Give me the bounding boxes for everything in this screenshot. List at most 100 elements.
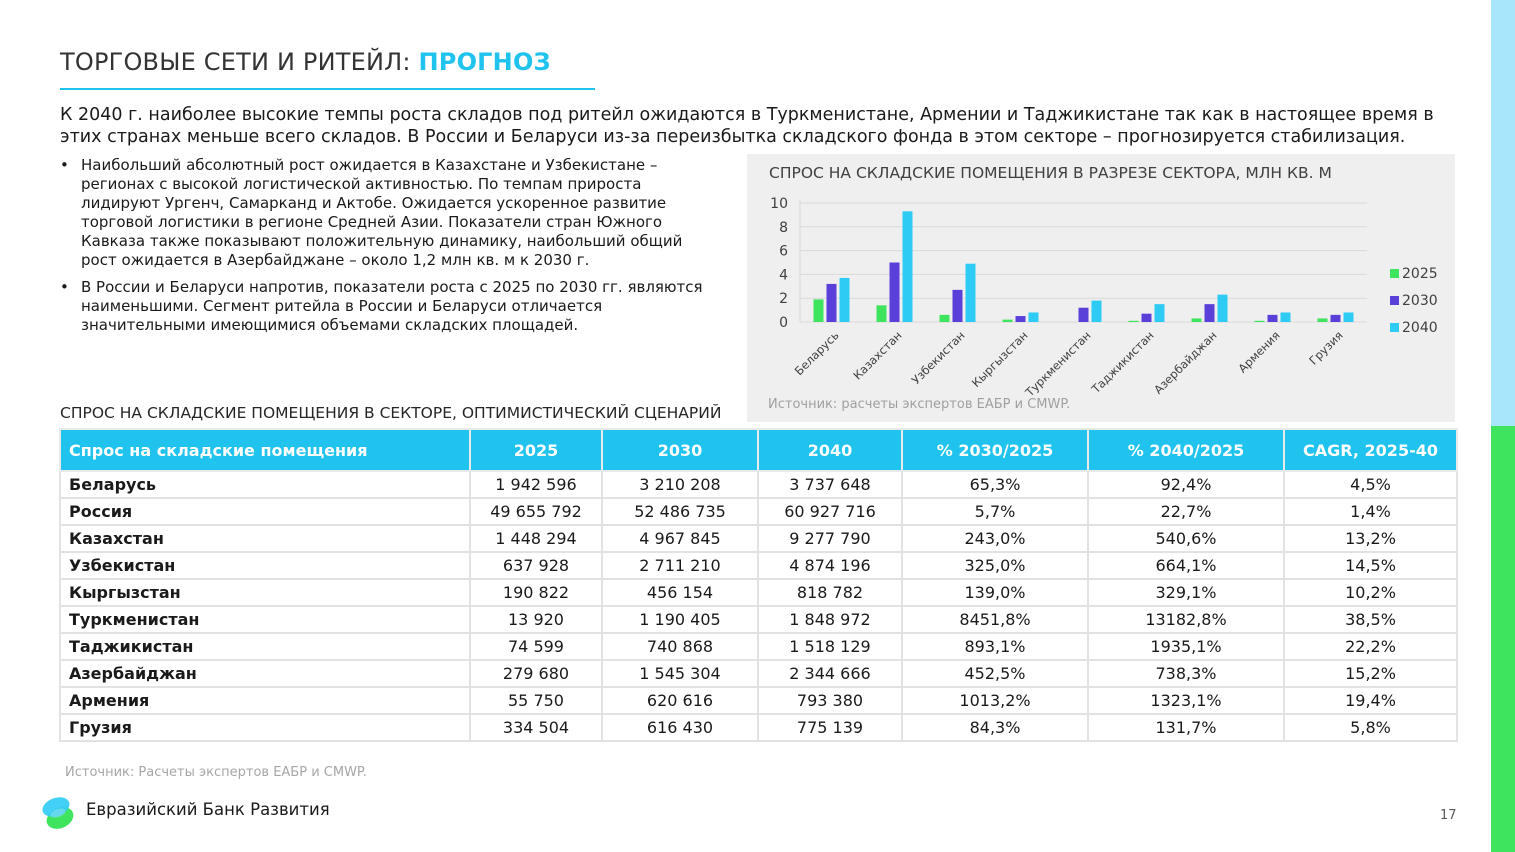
value-cell: 60 927 716 xyxy=(757,497,903,526)
value-cell: 92,4% xyxy=(1087,470,1285,499)
bar-2030-8 xyxy=(1330,314,1341,322)
value-cell: 325,0% xyxy=(901,551,1089,580)
legend-item-2040: 2040 xyxy=(1390,314,1438,341)
bar-2025-1 xyxy=(876,305,887,322)
value-cell: 22,7% xyxy=(1087,497,1285,526)
value-cell: 3 737 648 xyxy=(757,470,903,499)
value-cell: 1 848 972 xyxy=(757,605,903,634)
bar-2040-6 xyxy=(1217,294,1228,322)
x-tick-label: Кыргызстан xyxy=(969,328,1031,390)
bar-2040-1 xyxy=(902,211,913,322)
y-tick-label: 6 xyxy=(779,244,788,260)
value-cell: 5,7% xyxy=(901,497,1089,526)
bank-name: Евразийский Банк Развития xyxy=(86,800,330,819)
bar-2040-8 xyxy=(1343,312,1354,322)
value-cell: 452,5% xyxy=(901,659,1089,688)
y-tick-label: 2 xyxy=(779,291,788,307)
value-cell: 1323,1% xyxy=(1087,686,1285,715)
country-cell: Казахстан xyxy=(59,524,471,553)
value-cell: 49 655 792 xyxy=(469,497,603,526)
table-row: Азербайджан 279 680 1 545 304 2 344 666 452,… xyxy=(59,659,1458,688)
value-cell: 22,2% xyxy=(1283,632,1458,661)
value-cell: 329,1% xyxy=(1087,578,1285,607)
value-cell: 775 139 xyxy=(757,713,903,742)
value-cell: 740 868 xyxy=(601,632,759,661)
x-tick-label: Армения xyxy=(1235,328,1282,375)
table-row: Армения 55 750 620 616 793 380 1013,2% 1323,1… xyxy=(59,686,1458,715)
table-source: Источник: Расчеты экспертов ЕАБР и CMWP. xyxy=(65,765,367,780)
table-row: Казахстан 1 448 294 4 967 845 9 277 790 243,… xyxy=(59,524,1458,553)
x-tick-label: Туркменистан xyxy=(1022,328,1094,400)
table-title: СПРОС НА СКЛАДСКИЕ ПОМЕЩЕНИЯ В СЕКТОРЕ, … xyxy=(60,404,722,422)
value-cell: 1013,2% xyxy=(901,686,1089,715)
value-cell: 620 616 xyxy=(601,686,759,715)
table-header-cell: 2025 xyxy=(469,428,603,472)
table-row: Россия 49 655 792 52 486 735 60 927 716 5,7%… xyxy=(59,497,1458,526)
legend-swatch xyxy=(1390,323,1399,332)
table-header-cell: 2040 xyxy=(757,428,903,472)
legend-item-2025: 2025 xyxy=(1390,260,1438,287)
bullet-dot: • xyxy=(60,278,69,296)
value-cell: 540,6% xyxy=(1087,524,1285,553)
bullet-item: • Наибольший абсолютный рост ожидается в … xyxy=(60,156,683,269)
table-row: Грузия 334 504 616 430 775 139 84,3% 131,7% 5,… xyxy=(59,713,1458,742)
x-tick-label: Азербайджан xyxy=(1151,328,1219,396)
country-cell: Кыргызстан xyxy=(59,578,471,607)
value-cell: 793 380 xyxy=(757,686,903,715)
x-tick-label: Грузия xyxy=(1306,328,1345,367)
value-cell: 664,1% xyxy=(1087,551,1285,580)
table-row: Беларусь 1 942 596 3 210 208 3 737 648 65,3%… xyxy=(59,470,1458,499)
page-title: ТОРГОВЫЕ СЕТИ И РИТЕЙЛ: ПРОГНОЗ xyxy=(60,48,551,76)
table-header-cell: Спрос на складские помещения xyxy=(59,428,471,472)
value-cell: 19,4% xyxy=(1283,686,1458,715)
value-cell: 1,4% xyxy=(1283,497,1458,526)
table-header-cell: % 2040/2025 xyxy=(1087,428,1285,472)
table-header-cell: CAGR, 2025-40 xyxy=(1283,428,1458,472)
value-cell: 1 942 596 xyxy=(469,470,603,499)
y-tick-label: 8 xyxy=(779,220,788,236)
bar-2030-2 xyxy=(952,289,963,322)
value-cell: 2 711 210 xyxy=(601,551,759,580)
value-cell: 74 599 xyxy=(469,632,603,661)
value-cell: 38,5% xyxy=(1283,605,1458,634)
bar-2040-5 xyxy=(1154,304,1165,322)
chart-source: Источник: расчеты экспертов ЕАБР и CMWP. xyxy=(768,397,1071,412)
bar-2025-3 xyxy=(1002,319,1013,322)
value-cell: 13182,8% xyxy=(1087,605,1285,634)
country-cell: Беларусь xyxy=(59,470,471,499)
bar-2030-7 xyxy=(1267,314,1278,322)
value-cell: 893,1% xyxy=(901,632,1089,661)
value-cell: 1 518 129 xyxy=(757,632,903,661)
country-cell: Армения xyxy=(59,686,471,715)
bar-2025-8 xyxy=(1317,318,1328,322)
country-cell: Грузия xyxy=(59,713,471,742)
x-tick-label: Таджикистан xyxy=(1088,328,1157,397)
value-cell: 616 430 xyxy=(601,713,759,742)
table-header-cell: % 2030/2025 xyxy=(901,428,1089,472)
bar-2025-0 xyxy=(813,299,824,322)
bar-2025-7 xyxy=(1254,320,1265,322)
demand-table: Спрос на складские помещения 2025 2030 2… xyxy=(59,428,1458,742)
bar-2030-5 xyxy=(1141,313,1152,322)
chart-panel: СПРОС НА СКЛАДСКИЕ ПОМЕЩЕНИЯ В РАЗРЕЗЕ С… xyxy=(747,154,1455,422)
value-cell: 3 210 208 xyxy=(601,470,759,499)
value-cell: 1 448 294 xyxy=(469,524,603,553)
legend-item-2030: 2030 xyxy=(1390,287,1438,314)
table-header-row: Спрос на складские помещения 2025 2030 2… xyxy=(59,428,1458,472)
bullet-list: • Наибольший абсолютный рост ожидается в … xyxy=(60,156,720,343)
value-cell: 334 504 xyxy=(469,713,603,742)
chart-title: СПРОС НА СКЛАДСКИЕ ПОМЕЩЕНИЯ В РАЗРЕЗЕ С… xyxy=(769,164,1332,182)
y-tick-label: 0 xyxy=(779,315,788,331)
title-underline xyxy=(60,88,595,90)
value-cell: 131,7% xyxy=(1087,713,1285,742)
bar-2040-0 xyxy=(839,277,850,322)
value-cell: 139,0% xyxy=(901,578,1089,607)
value-cell: 4 874 196 xyxy=(757,551,903,580)
bar-2030-6 xyxy=(1204,304,1215,322)
value-cell: 52 486 735 xyxy=(601,497,759,526)
page-number: 17 xyxy=(1440,808,1457,823)
bar-chart: 0 2 4 6 8 10 Беларусь Казахстан Узбекистан Кыргыз… xyxy=(770,196,1367,400)
page-title-highlight: ПРОГНОЗ xyxy=(418,48,551,76)
table-header-cell: 2030 xyxy=(601,428,759,472)
value-cell: 84,3% xyxy=(901,713,1089,742)
